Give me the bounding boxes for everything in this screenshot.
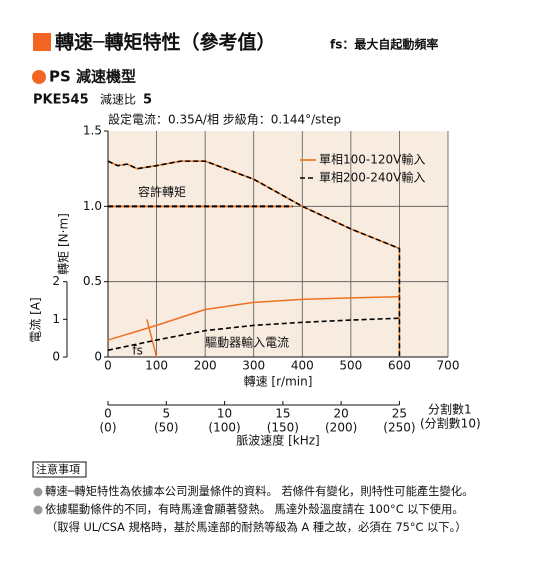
y-tick-label: 1.5: [83, 124, 102, 138]
x-tick-label: 100: [145, 359, 168, 373]
pulse-tick-label: 5: [162, 407, 170, 421]
pulse-axis-title: 脈波速度 [kHz]: [236, 433, 319, 448]
series-line: [107, 160, 401, 357]
chart-subtitle: 設定電流：0.35A/相 步級角：0.144°/step: [108, 112, 341, 127]
pulse-tick-label: 0: [104, 407, 112, 421]
pulse-sub-label: (0): [100, 421, 117, 435]
fs-note: fs：最大自起動頻率: [330, 37, 438, 52]
pulse-tick-label: 15: [275, 407, 290, 421]
x-tick-label: 600: [388, 359, 411, 373]
x-tick-label: 0: [104, 359, 112, 373]
division-label: (分割數10): [420, 416, 481, 431]
notes-title: 注意事項: [36, 462, 80, 476]
division-label: 分割數1: [428, 402, 472, 417]
y2-tick-label: 2: [52, 274, 60, 288]
annotation: 驅動器輸入電流: [205, 335, 289, 350]
fs-line: [146, 319, 158, 358]
note-extra: （取得 UL/CSA 規格時，基於馬達部的耐熱等級為 A 種之故，必須在 75°…: [46, 520, 467, 534]
y2-axis-title: 電流 [A]: [29, 297, 43, 342]
legend-label: 單相200-240V輸入: [319, 170, 425, 185]
y-tick-label: 0: [94, 350, 102, 364]
x-tick-label: 700: [437, 359, 460, 373]
x-tick-label: 300: [242, 359, 265, 373]
y-tick-label: 1.0: [83, 199, 102, 213]
pulse-sub-label: (200): [325, 421, 357, 435]
annotation: fs: [132, 344, 142, 358]
notes-box: [32, 461, 87, 478]
pulse-tick-label: 10: [217, 407, 232, 421]
pulse-sub-label: (150): [267, 421, 299, 435]
bullet: [33, 505, 43, 515]
ratio-label: 減速比: [100, 92, 136, 107]
legend-label: 單相100-120V輸入: [319, 152, 425, 167]
x-tick-label: 200: [194, 359, 217, 373]
note-item: 依據驅動條件的不同，有時馬達會顯著發熱。 馬達外殼溫度請在 100°C 以下使用…: [45, 502, 464, 516]
y-axis-title: 轉矩 [N·m]: [57, 213, 71, 275]
model-name: PKE545: [33, 93, 89, 108]
x-tick-label: 500: [339, 359, 362, 373]
pulse-tick-label: 20: [334, 407, 349, 421]
pulse-tick-label: 25: [392, 407, 407, 421]
pulse-sub-label: (50): [154, 421, 179, 435]
ratio-value: 5: [143, 93, 152, 108]
note-item: 轉速─轉矩特性為依據本公司測量條件的資料。 若條件有變化，則特性可能產生變化。: [45, 484, 473, 498]
bullet: [33, 487, 43, 497]
series-line: [107, 295, 400, 341]
x-axis-title: 轉速 [r/min]: [244, 375, 313, 389]
title-square: [33, 33, 51, 51]
y2-tick-label: 1: [52, 312, 60, 326]
series-line: [107, 317, 400, 352]
y2-tick-label: 0: [52, 350, 60, 364]
plot-area: [108, 131, 448, 357]
pulse-sub-label: (100): [208, 421, 240, 435]
x-tick-label: 400: [291, 359, 314, 373]
pulse-sub-label: (250): [383, 421, 415, 435]
annotation: 容許轉矩: [138, 184, 186, 199]
page-title: 轉速─轉矩特性（參考值）: [55, 31, 275, 54]
section-dot: [32, 70, 46, 84]
y-tick-label: 0.5: [83, 274, 102, 288]
section-title: PS 減速機型: [49, 68, 136, 86]
